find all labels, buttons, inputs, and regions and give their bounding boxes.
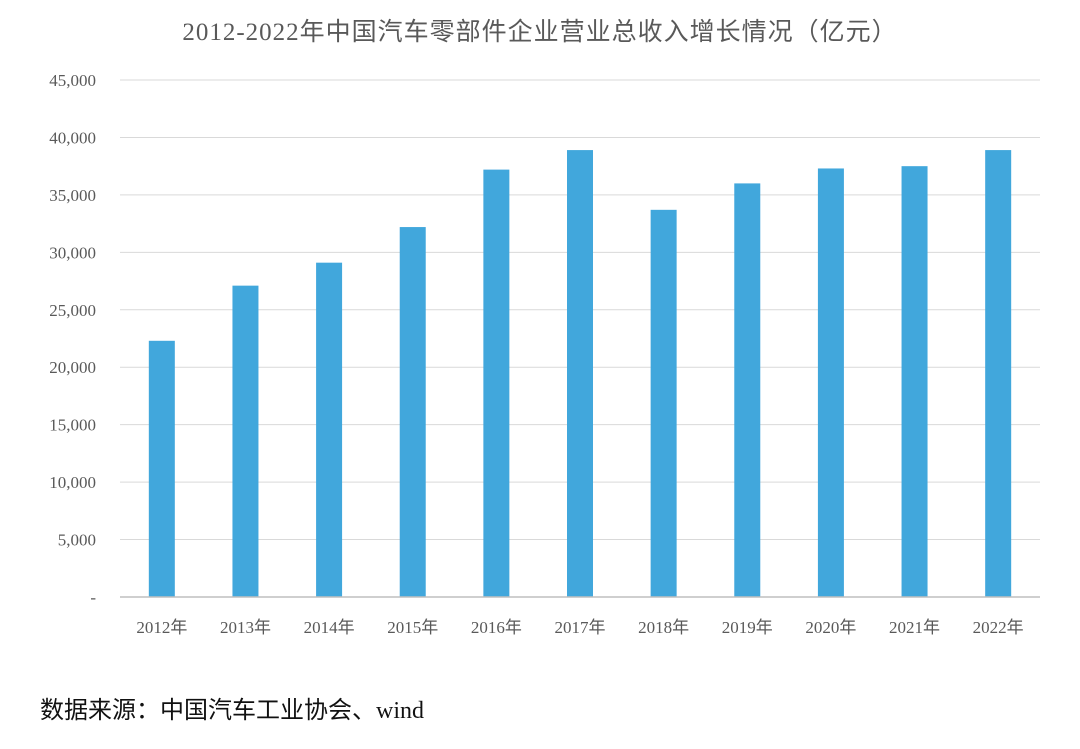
bar-2018年 <box>650 209 677 597</box>
x-tick-label: 2020年 <box>805 618 856 637</box>
x-tick-label: 2019年 <box>722 618 773 637</box>
y-tick-label: 25,000 <box>49 301 96 320</box>
y-tick-label: 5,000 <box>58 531 96 550</box>
bar-2021年 <box>901 166 928 597</box>
x-tick-label: 2016年 <box>471 618 522 637</box>
x-tick-label: 2018年 <box>638 618 689 637</box>
bar-2022年 <box>985 150 1012 598</box>
x-tick-label: 2012年 <box>136 618 187 637</box>
y-tick-label: 15,000 <box>49 416 96 435</box>
y-tick-label: 45,000 <box>49 71 96 90</box>
y-axis-ticks: - 5,000 10,000 15,000 20,000 25,000 30,000 35,0… <box>49 71 96 607</box>
x-axis-ticks: 2012年 2013年 2014年 2015年 2016年 2017年 2018年 2019年… <box>136 618 1023 637</box>
y-tick-label: 35,000 <box>49 186 96 205</box>
x-tick-label: 2015年 <box>387 618 438 637</box>
bar-2020年 <box>817 168 844 597</box>
x-tick-label: 2014年 <box>304 618 355 637</box>
bar-2017年 <box>567 150 593 598</box>
y-tick-label: - <box>90 588 96 607</box>
y-tick-label: 20,000 <box>49 358 96 377</box>
x-tick-label: 2022年 <box>973 618 1024 637</box>
bar-2015年 <box>399 227 426 597</box>
bars <box>148 150 1012 598</box>
bar-2016年 <box>483 169 510 597</box>
source-note: 数据来源：中国汽车工业协会、wind <box>40 698 424 724</box>
x-tick-label: 2013年 <box>220 618 271 637</box>
bar-2013年 <box>232 285 259 597</box>
chart-title: 2012-2022年中国汽车零部件企业营业总收入增长情况（亿元） <box>182 19 898 46</box>
x-tick-label: 2017年 <box>555 618 606 637</box>
y-tick-label: 10,000 <box>49 473 96 492</box>
bar-2014年 <box>316 262 343 597</box>
y-tick-label: 40,000 <box>49 128 96 147</box>
y-tick-label: 30,000 <box>49 243 96 262</box>
bar-2019年 <box>734 183 761 597</box>
bar-2012年 <box>148 340 175 597</box>
x-tick-label: 2021年 <box>889 618 940 637</box>
